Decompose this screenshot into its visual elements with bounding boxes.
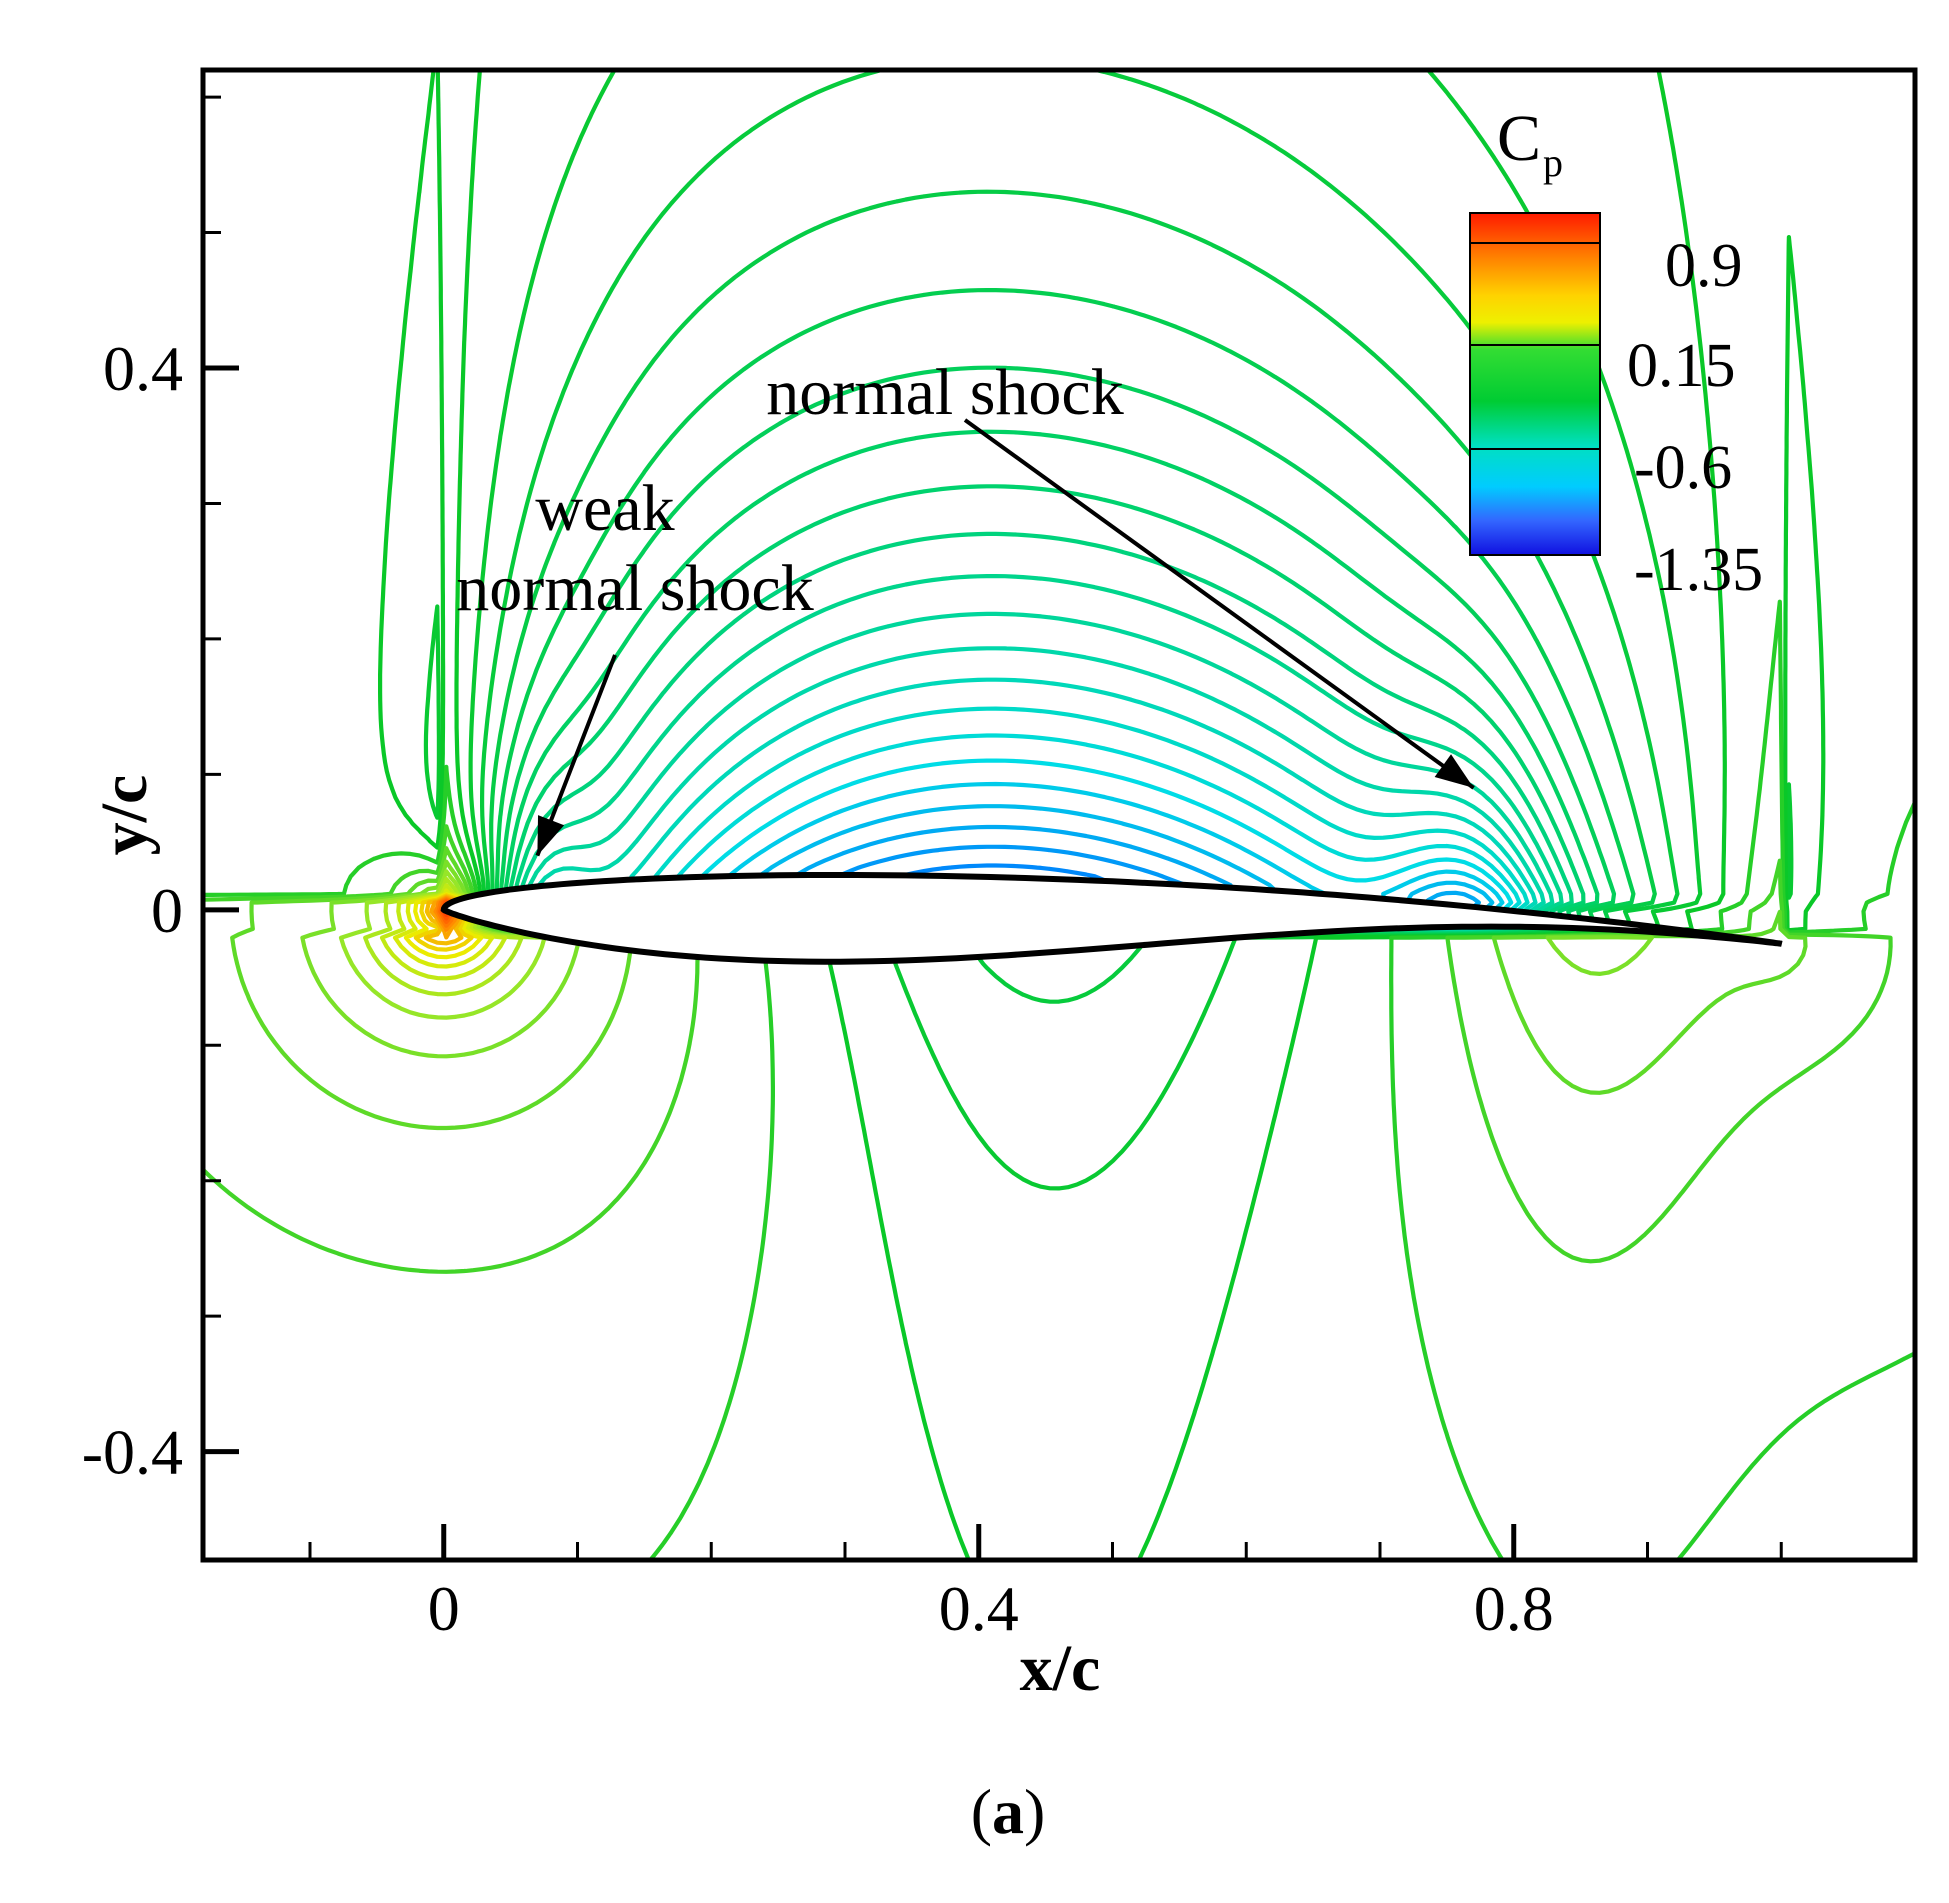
colorbar: Cp 0.9 0.15 -0.6 -1.35 — [1469, 102, 1763, 604]
axis-ticks — [203, 95, 1783, 1560]
x-tick-label: 0 — [428, 1573, 460, 1644]
annotation-arrow-head — [537, 815, 565, 856]
y-tick-labels: -0.4 0 0.4 — [82, 333, 183, 1488]
annotation-weak-shock-line-1: weak — [535, 472, 674, 545]
annotation-weak-shock-line-2: normal shock — [456, 552, 813, 625]
plot-frame — [200, 67, 1918, 1563]
colorbar-gradient — [1469, 212, 1601, 556]
colorbar-label-1: 0.15 — [1627, 332, 1736, 400]
colorbar-label-0: 0.9 — [1665, 232, 1743, 300]
y-axis-title: y/c — [88, 775, 161, 856]
y-tick-label: 0.4 — [103, 333, 183, 404]
x-tick-labels: 0 0.4 0.8 — [428, 1573, 1554, 1644]
annotation-normal-shock: normal shock — [766, 356, 1123, 429]
colorbar-label-2: -0.6 — [1634, 434, 1732, 502]
x-tick-label: 0.4 — [939, 1573, 1019, 1644]
x-axis-title: x/c — [1020, 1632, 1101, 1705]
airfoil-outline — [440, 872, 1783, 965]
contour-line — [203, 599, 1915, 1560]
annotation-arrow-head — [1434, 754, 1474, 788]
colorbar-label-3: -1.35 — [1634, 536, 1763, 604]
x-tick-label: 0.8 — [1474, 1573, 1554, 1644]
panel-label: (a) — [971, 1776, 1046, 1847]
colorbar-title: Cp — [1497, 102, 1563, 185]
annotation-arrows — [535, 418, 1475, 857]
pressure-contours — [203, 70, 1915, 1560]
y-tick-label: 0 — [151, 875, 183, 946]
annotation-arrow-line — [963, 418, 1475, 790]
y-tick-label: -0.4 — [82, 1417, 183, 1488]
